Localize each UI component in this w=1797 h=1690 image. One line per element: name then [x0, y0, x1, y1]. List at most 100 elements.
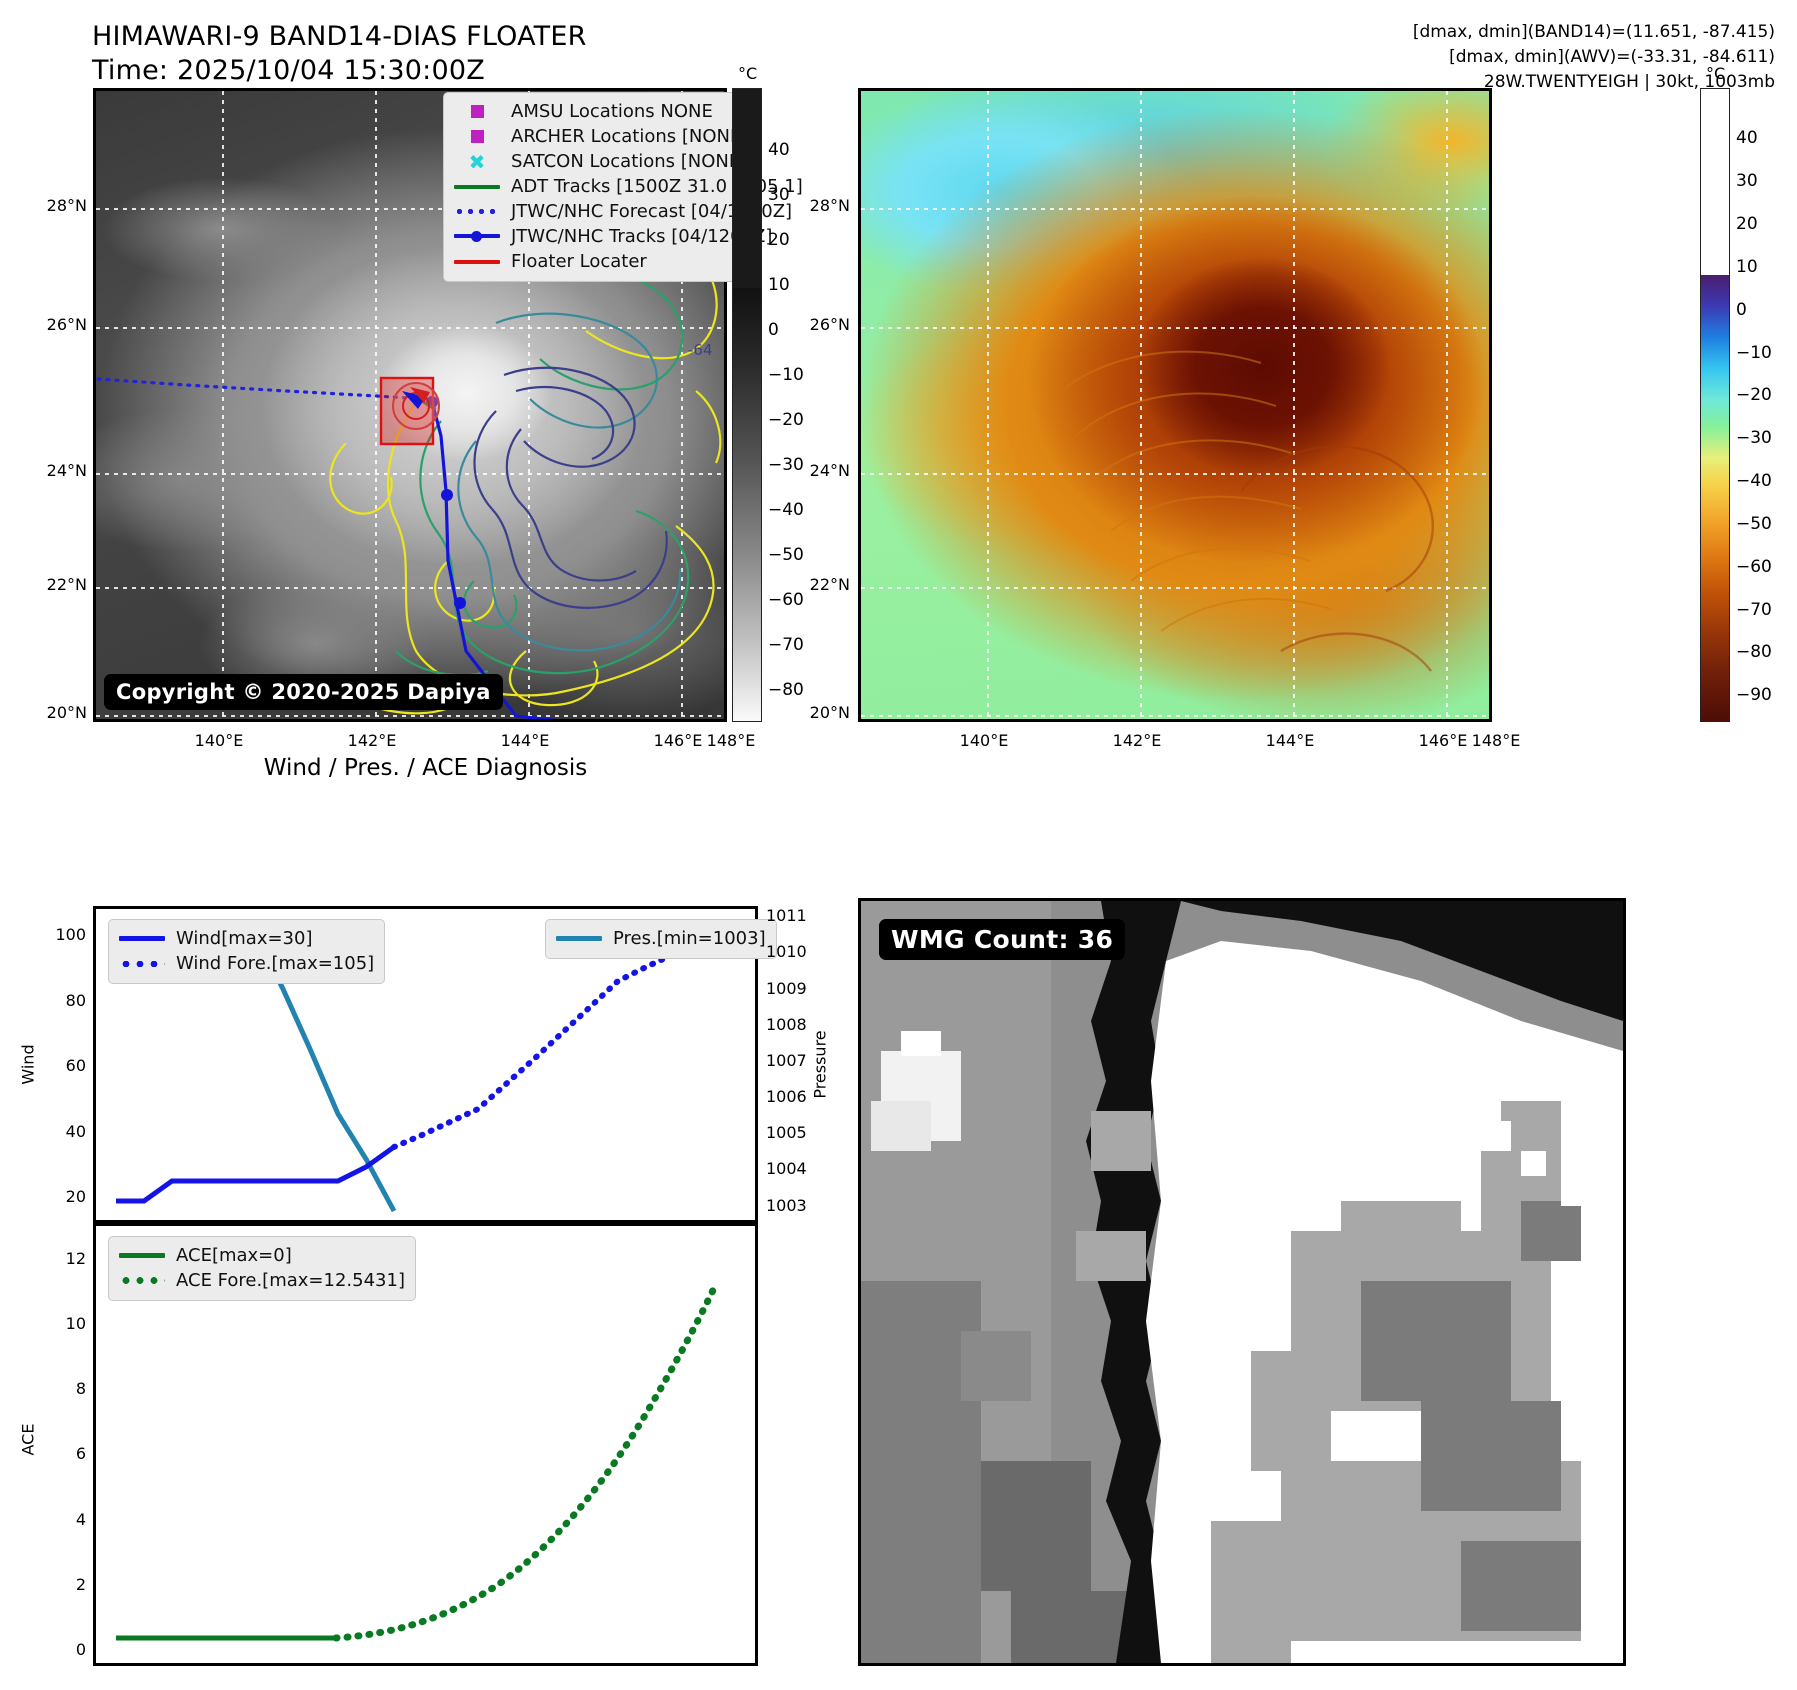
gridline-lon-140 [987, 91, 989, 719]
legend-label: AMSU Locations NONE [511, 101, 713, 122]
dmax-dmin-awv: [dmax, dmin](AWV)=(-33.31, -84.611) [1449, 47, 1775, 67]
awv-lat-tick-20: 20°N [809, 703, 850, 722]
ir-lon-tick-148: 148°E [706, 731, 756, 750]
colorbar-tick: −80 [768, 679, 804, 700]
awv-lon-tick-140: 140°E [959, 731, 1009, 750]
legend-item-wind-forecast: Wind Fore.[max=105] [117, 951, 374, 976]
legend-item-ace-forecast: ACE Fore.[max=12.5431] [117, 1268, 405, 1293]
legend-item-tracks: JTWC/NHC Tracks [04/1200Z] [452, 224, 772, 249]
colorbar-tick: −40 [768, 499, 804, 520]
satcon-cross-icon: ✖ [468, 149, 486, 174]
gridline-lon-146 [1446, 91, 1448, 719]
legend-item-wind: Wind[max=30] [117, 926, 374, 951]
axis-tick: 1003 [766, 1195, 807, 1215]
legend-label: SATCON Locations [NONE] [511, 151, 748, 172]
wmg-image[interactable]: WMG Count: 36 [858, 898, 1626, 1666]
gridline-lon-140 [222, 91, 224, 719]
gridline-lat-22 [96, 587, 724, 589]
axis-tick: 1010 [766, 942, 807, 962]
axis-tick: 12 [65, 1248, 86, 1268]
colorbar-tick: 0 [1736, 299, 1747, 320]
gridline-lat-26 [96, 327, 724, 329]
legend-label: JTWC/NHC Forecast [04/1200Z] [511, 201, 793, 222]
copyright-badge: Copyright © 2020-2025 Dapiya [104, 674, 503, 710]
axis-tick: 2 [75, 1574, 86, 1594]
colorbar-left [732, 88, 762, 722]
gridline-lon-142 [1140, 91, 1142, 719]
gridline-lat-26 [861, 327, 1489, 329]
ir-lat-tick-20: 20°N [46, 703, 87, 722]
wind-line-icon [117, 936, 167, 941]
colorbar-tick: −10 [1736, 342, 1772, 363]
ir-lat-tick-26: 26°N [46, 315, 87, 334]
gridline-lon-144 [1293, 91, 1295, 719]
colorbar-tick: 40 [768, 139, 790, 160]
colorbar-tick: −60 [768, 589, 804, 610]
legend-item-archer: ARCHER Locations [NONE] [452, 124, 748, 149]
floater-locater-box [379, 376, 435, 446]
jtwc-forecast-track [96, 377, 428, 401]
contour-label-64: -64 [688, 341, 713, 359]
colorbar-left-unit: °C [738, 64, 758, 83]
awv-lat-tick-24: 24°N [809, 461, 850, 480]
colorbar-tick: −90 [1736, 685, 1772, 706]
wind-forecast-line [391, 951, 719, 1150]
wind-chart-legend: Wind[max=30] Wind Fore.[max=105] [108, 919, 386, 984]
legend-label: ARCHER Locations [NONE] [511, 126, 749, 147]
ace-line-icon [117, 1253, 167, 1258]
axis-tick: 1007 [766, 1050, 807, 1070]
amsu-marker-icon [452, 105, 502, 118]
gridline-lat-24 [96, 473, 724, 475]
gridline-lon-144 [528, 91, 530, 719]
legend-item-ace: ACE[max=0] [117, 1243, 405, 1268]
gridline-lat-24 [861, 473, 1489, 475]
header-stats: [dmax, dmin](BAND14)=(11.651, -87.415) [… [1075, 20, 1775, 95]
title-line-1: HIMAWARI-9 BAND14-DIAS FLOATER [92, 21, 587, 52]
ir-lon-tick-146: 146°E [653, 731, 703, 750]
ace-forecast-dotted-icon [117, 1277, 167, 1284]
colorbar-tick: −20 [768, 409, 804, 430]
legend-label: Pres.[min=1003] [613, 928, 766, 949]
storm-summary: 28W.TWENTYEIGH | 30kt, 1003mb [1483, 72, 1775, 92]
awv-image[interactable] [858, 88, 1492, 722]
gridline-lat-28 [96, 208, 724, 210]
awv-lat-tick-26: 26°N [809, 315, 850, 334]
colorbar-tick: 20 [1736, 214, 1758, 235]
axis-tick: 10 [65, 1313, 86, 1333]
axis-tick: 80 [65, 990, 86, 1010]
gridline-lon-142 [375, 91, 377, 719]
axis-tick: 1011 [766, 906, 807, 926]
awv-lon-tick-144: 144°E [1265, 731, 1315, 750]
axis-tick: 20 [65, 1187, 86, 1207]
colorbar-tick: 10 [1736, 256, 1758, 277]
ir-contours-and-tracks: -64 [96, 218, 722, 719]
legend-label: ADT Tracks [1500Z 31.0 1005.1] [511, 176, 803, 197]
axis-tick: 100 [55, 925, 86, 945]
colorbar-tick: −50 [1736, 513, 1772, 534]
colorbar-tick: −80 [1736, 642, 1772, 663]
legend-label: Floater Locater [511, 251, 647, 272]
colorbar-tick: 30 [768, 184, 790, 205]
legend-item-satcon: ✖ SATCON Locations [NONE] [452, 149, 748, 174]
wind-line [116, 1144, 396, 1204]
colorbar-tick: −60 [1736, 556, 1772, 577]
ir-map-legend: AMSU Locations NONE ARCHER Locations [NO… [443, 92, 803, 282]
legend-item-pressure: Pres.[min=1003] [554, 926, 766, 951]
axis-tick: 6 [75, 1444, 86, 1464]
ir-lon-tick-144: 144°E [500, 731, 550, 750]
legend-item-adt: ADT Tracks [1500Z 31.0 1005.1] [452, 174, 803, 199]
wmg-count-badge: WMG Count: 36 [879, 919, 1126, 960]
ir-lon-tick-142: 142°E [347, 731, 397, 750]
axis-tick: 4 [75, 1509, 86, 1529]
awv-lat-tick-28: 28°N [809, 196, 850, 215]
awv-lon-tick-142: 142°E [1112, 731, 1162, 750]
axis-tick: 1008 [766, 1014, 807, 1034]
colorbar-tick: −70 [1736, 599, 1772, 620]
gridline-lat-20 [96, 715, 724, 717]
legend-item-floater: Floater Locater [452, 249, 730, 274]
axis-tick: 0 [75, 1639, 86, 1659]
ir-lon-tick-140: 140°E [194, 731, 244, 750]
gridline-lat-20 [861, 715, 1489, 717]
tracks-line-marker-icon [452, 231, 502, 242]
axis-tick: 1009 [766, 978, 807, 998]
